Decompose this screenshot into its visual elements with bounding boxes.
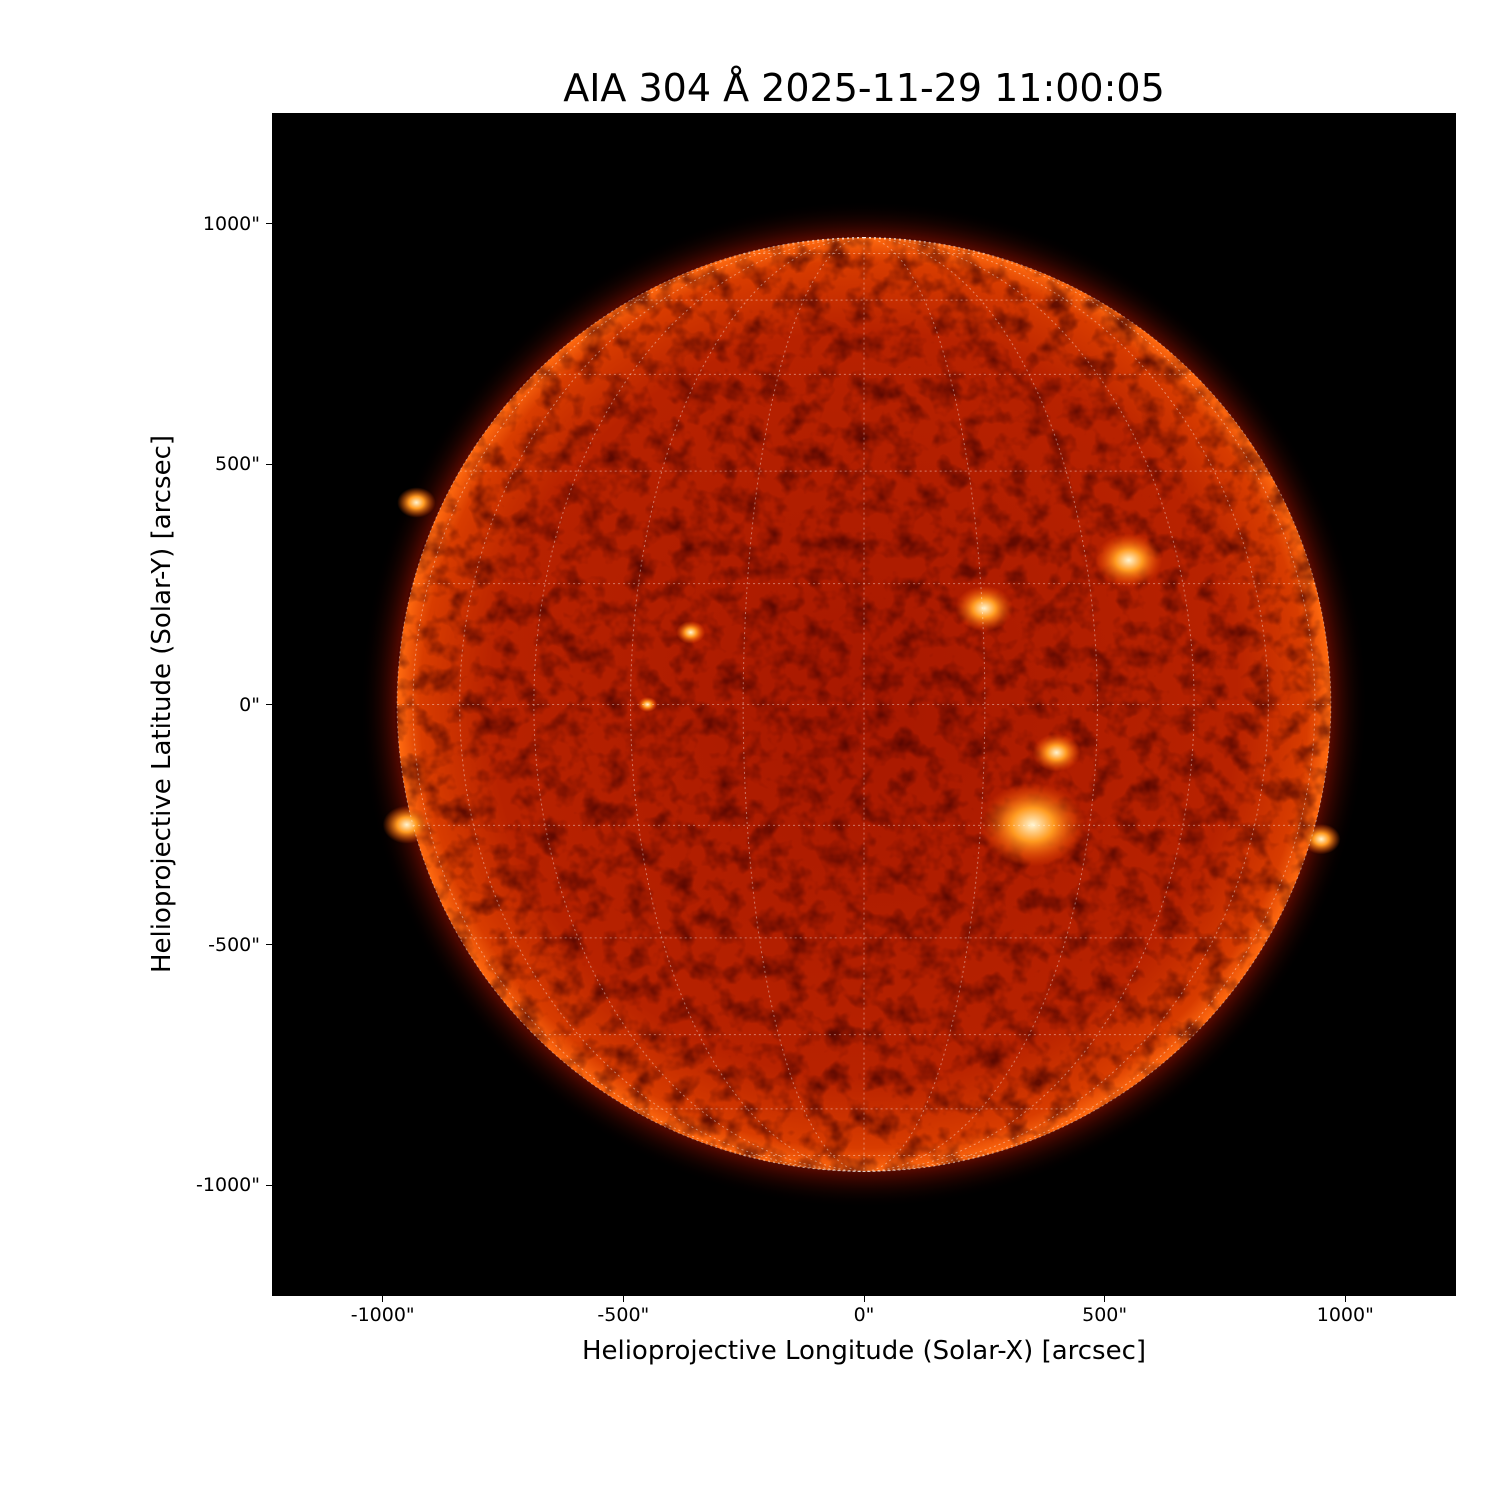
longitude-grid-line	[863, 237, 1194, 1172]
active-region	[955, 585, 1014, 632]
watermark: SolarMonitor.org	[1209, 1369, 1398, 1395]
longitude-grid-line	[742, 237, 865, 1172]
active-region	[1032, 733, 1081, 772]
x-axis-label: Helioprojective Longitude (Solar-X) [arc…	[581, 1336, 1147, 1366]
x-tick-mark	[863, 1296, 865, 1302]
y-tick-label: 0"	[239, 693, 260, 716]
active-region	[1095, 533, 1163, 587]
y-tick-mark	[266, 1184, 272, 1186]
sun-disk-image	[359, 200, 1369, 1209]
y-tick-mark	[266, 704, 272, 705]
longitude-grid-line	[534, 237, 865, 1172]
longitude-grid-line	[460, 237, 865, 1172]
active-region	[979, 782, 1086, 867]
active-region	[397, 487, 436, 518]
x-tick-label: -500"	[597, 1304, 650, 1326]
longitude-grid-line	[413, 237, 865, 1172]
x-tick-label: -1000"	[350, 1304, 415, 1326]
solar-image: SolarMonitor.org	[272, 113, 1456, 1395]
x-tick-label: 500"	[1082, 1304, 1128, 1326]
x-tick-mark	[1344, 1296, 1346, 1302]
longitude-grid-line	[630, 237, 865, 1172]
active-region	[676, 620, 706, 644]
chromospheric-texture	[395, 236, 1331, 1172]
y-tick-label: -1000"	[196, 1174, 260, 1197]
x-tick-label: 0"	[853, 1304, 875, 1326]
longitude-grid-line	[863, 237, 1098, 1172]
x-tick-mark	[622, 1296, 624, 1302]
longitude-grid-line	[863, 237, 1315, 1172]
longitude-grid-line	[863, 237, 1268, 1172]
x-tick-mark	[1104, 1296, 1106, 1302]
plot-title: AIA 304 Å 2025-11-29 11:00:05	[563, 66, 1165, 110]
x-tick-mark	[382, 1296, 384, 1302]
y-tick-mark	[266, 944, 272, 946]
x-tick-label: 1000"	[1316, 1304, 1374, 1326]
longitude-grid-line	[863, 237, 986, 1172]
y-tick-label: 1000"	[202, 212, 260, 235]
y-tick-mark	[266, 223, 272, 225]
y-axis-label: Helioprojective Latitude (Solar-Y) [arcs…	[147, 434, 177, 974]
y-tick-mark	[266, 463, 272, 465]
y-tick-label: 500"	[214, 453, 260, 476]
active-region	[637, 696, 658, 713]
active-region	[1302, 823, 1341, 855]
active-region	[382, 805, 431, 844]
y-tick-label: -500"	[208, 933, 260, 956]
